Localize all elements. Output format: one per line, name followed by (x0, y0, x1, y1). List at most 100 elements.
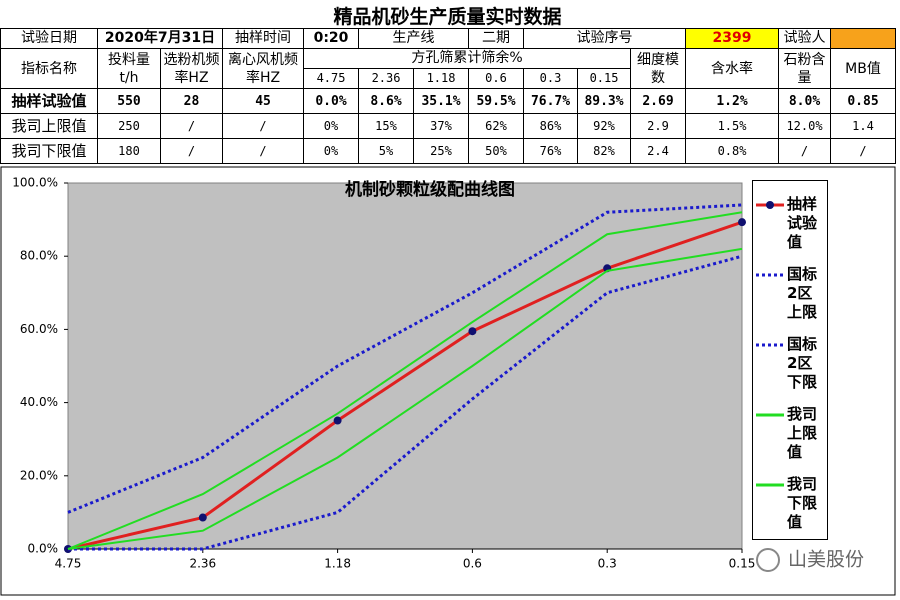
series-line (67, 211, 743, 550)
table-cell: 0.0% (303, 88, 360, 114)
table-cell: 8.0% (778, 88, 832, 114)
data-table: 试验日期 2020年7月31日 抽样时间 0:20 生产线 二期 试验序号 2399 试验人 指标… (0, 28, 897, 164)
table-cell: 250 (97, 113, 161, 139)
table-row: 抽样试验值 550 28 45 0.0% 8.6% 35.1% 59.5% 76.7% 89.3%… (0, 88, 897, 114)
table-cell: 76.7% (523, 88, 579, 114)
chart-title: 机制砂颗粒级配曲线图 (345, 179, 515, 200)
table-cell: / (159, 113, 224, 139)
plot-area (67, 182, 743, 550)
info-cell: 抽样时间 (222, 28, 305, 49)
table-row: 指标名称 投料量 t/h 选粉机频率HZ 离心风机频率HZ 方孔筛累计筛余% 细度模数 含水… (0, 48, 897, 89)
column-header: 含水率 (685, 48, 780, 89)
table-cell: 12.0% (778, 113, 832, 139)
table-cell: 82% (577, 138, 632, 164)
legend-label: 我司下限值 (787, 475, 818, 531)
series-line (67, 220, 743, 551)
column-header: 投料量 t/h (97, 48, 161, 89)
table-cell: 180 (97, 138, 161, 164)
page-title: 精品机砂生产质量实时数据 (333, 6, 562, 28)
info-cell: 2020年7月31日 (96, 28, 224, 49)
table-cell: 0.8% (685, 138, 780, 164)
table-cell: 我司上限值 (0, 113, 98, 139)
table-cell: 86% (523, 113, 579, 139)
table-cell: 5% (358, 138, 415, 164)
table-cell: 76% (523, 138, 579, 164)
table-cell: 我司下限值 (0, 138, 98, 164)
table-cell: 62% (468, 113, 525, 139)
x-tick-label: 0.15 (729, 557, 756, 571)
table-cell: 抽样试验值 (0, 88, 98, 114)
table-cell: / (222, 138, 305, 164)
x-tick-label: 0.6 (463, 557, 482, 571)
info-cell: 试验序号 (523, 28, 687, 49)
table-cell: 50% (468, 138, 525, 164)
sieve-header: 4.75 (303, 68, 360, 89)
group-header: 方孔筛累计筛余% (303, 48, 632, 69)
table-cell: 550 (97, 88, 161, 114)
y-tick-label: 80.0% (20, 249, 58, 263)
table-cell: 92% (577, 113, 632, 139)
sieve-header: 1.18 (413, 68, 470, 89)
sieve-header: 0.3 (523, 68, 579, 89)
table-cell: / (830, 138, 897, 164)
column-header: 细度模数 (630, 48, 687, 89)
legend-swatch (756, 201, 784, 209)
sieve-header: 0.6 (468, 68, 525, 89)
table-cell: 2.69 (630, 88, 687, 114)
data-point (333, 416, 342, 425)
legend-swatch (756, 413, 784, 417)
series-line (67, 203, 743, 514)
table-row: 试验日期 2020年7月31日 抽样时间 0:20 生产线 二期 试验序号 2399 试验人 (0, 28, 897, 49)
y-tick-label: 100.0% (12, 176, 58, 190)
info-cell: 试验日期 (0, 28, 98, 49)
watermark: 山美股份 (788, 549, 864, 571)
table-cell: 1.4 (830, 113, 897, 139)
table-cell: 28 (159, 88, 224, 114)
x-tick-label: 4.75 (55, 557, 82, 571)
info-cell: 二期 (468, 28, 525, 49)
legend-label: 我司上限值 (787, 405, 818, 461)
legend-label: 国标2区上限 (787, 265, 818, 321)
y-tick-label: 60.0% (20, 322, 58, 336)
x-tick-label: 0.3 (598, 557, 617, 571)
table-cell: 37% (413, 113, 470, 139)
y-tick-label: 40.0% (20, 395, 58, 409)
sieve-header: 0.15 (577, 68, 632, 89)
legend: 抽样试验值 国标2区上限 国标2区下限 我司上限值 我司下限值 (752, 180, 828, 540)
info-cell: 生产线 (358, 28, 470, 49)
watermark-icon (756, 548, 780, 572)
table-cell: / (159, 138, 224, 164)
table-cell: 25% (413, 138, 470, 164)
info-cell: 0:20 (303, 28, 360, 49)
table-row: 我司上限值 250//0% 15% 37% 62% 86% 92% 2.9 1.5% 12.0% 1… (0, 113, 897, 139)
legend-swatch (756, 483, 784, 487)
data-point (198, 513, 207, 522)
table-cell: 89.3% (577, 88, 632, 114)
data-point (738, 218, 746, 227)
y-tick-label: 20.0% (20, 468, 58, 482)
series-line (68, 254, 743, 551)
table-cell: 2.9 (630, 113, 687, 139)
table-row: 我司下限值 180//0% 5% 25% 50% 76% 82% 2.4 0.8% / / (0, 138, 897, 164)
column-header: 石粉含量 (778, 48, 832, 89)
table-cell: 0.85 (830, 88, 897, 114)
legend-swatch (756, 343, 784, 347)
table-cell: / (778, 138, 832, 164)
table-cell: 8.6% (358, 88, 415, 114)
column-header: 离心风机频率HZ (222, 48, 305, 89)
column-header: 指标名称 (0, 48, 98, 89)
y-tick-label: 0.0% (28, 542, 59, 556)
table-cell: 2.4 (630, 138, 687, 164)
table-cell: 15% (358, 113, 415, 139)
column-header: 选粉机频率HZ (159, 48, 224, 89)
table-cell: 1.2% (685, 88, 780, 114)
series-line (67, 247, 743, 550)
data-point (468, 327, 477, 336)
info-cell: 2399 (685, 28, 780, 49)
column-header: MB值 (830, 48, 897, 89)
table-cell: 45 (222, 88, 305, 114)
table-cell: / (222, 113, 305, 139)
table-cell: 0% (303, 113, 360, 139)
